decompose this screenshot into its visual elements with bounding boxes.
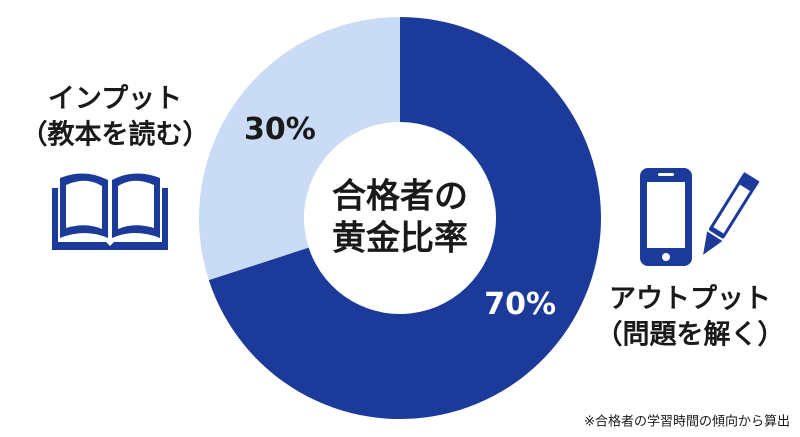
donut-segment xyxy=(208,17,601,419)
category-note: （教本を読む） xyxy=(21,119,210,151)
footnote: ※合格者の学習時間の傾向から算出 xyxy=(584,414,790,430)
category-note: （問題を解く） xyxy=(596,320,785,351)
center-text: 黄金比率 xyxy=(332,219,468,259)
category-label: アウトプット xyxy=(609,284,771,315)
book-icon xyxy=(52,173,168,250)
pencil-icon xyxy=(703,172,760,255)
phone-icon xyxy=(640,168,692,266)
value-label: 30% xyxy=(244,112,316,147)
donut-segment xyxy=(198,17,400,281)
center-text: 合格者の xyxy=(332,177,468,217)
value-label: 70% xyxy=(484,287,556,322)
category-label: インプット xyxy=(48,84,182,115)
